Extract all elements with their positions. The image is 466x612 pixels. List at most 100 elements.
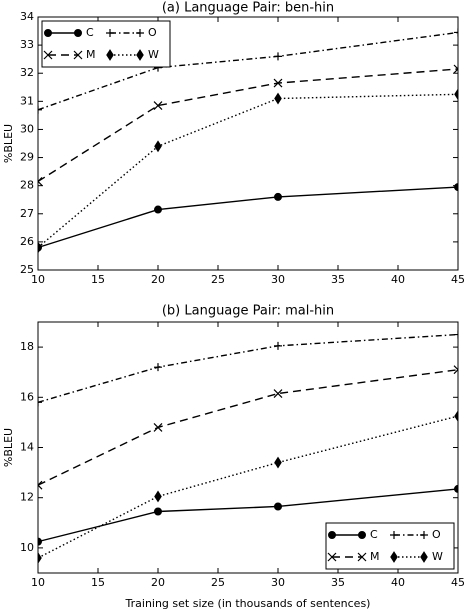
line [37,31,459,111]
marker [274,341,282,350]
y-tick-label: 33 [20,38,34,51]
x-tick-label: 40 [391,273,405,286]
y-tick-label: 26 [20,235,34,248]
marker [154,363,162,372]
marker [38,241,42,254]
markers [38,410,458,564]
legend-label: M [370,550,380,563]
marker [327,552,337,562]
marker [274,456,282,469]
line [37,488,459,543]
marker [420,531,428,539]
marker [136,29,144,37]
marker [420,551,428,563]
marker [106,49,114,61]
y-tick-label: 10 [20,541,34,554]
chart-title: (b) Language Pair: mal-hin [162,304,334,319]
y-tick-label: 16 [20,390,34,403]
y-tick-label: 28 [20,179,34,192]
x-tick-label: 10 [31,576,45,589]
marker [390,531,398,539]
chart-title: (a) Language Pair: ben-hin [162,1,334,16]
marker [106,29,114,37]
x-tick-label: 25 [211,273,225,286]
marker [274,92,282,105]
x-tick-label: 15 [91,576,105,589]
y-tick-label: 25 [20,263,34,276]
marker [274,52,282,61]
marker [454,410,458,423]
marker [38,537,42,546]
marker [274,502,282,511]
marker [454,28,458,37]
legend-label: O [148,26,157,39]
legend-label: W [432,550,443,563]
x-tick-label: 35 [331,576,345,589]
marker [38,552,42,564]
marker [454,484,458,493]
marker [38,177,43,186]
line [37,186,459,249]
markers [38,183,458,252]
x-tick-label: 40 [391,576,405,589]
marker [274,192,282,201]
legend-box [325,522,455,570]
line [37,93,459,249]
marker [44,29,52,37]
chart: (a) Language Pair: ben-hin %BLEU 10 15 20 25 3… [2,1,465,287]
x-tick-label: 20 [151,273,165,286]
marker [38,480,43,490]
marker [453,365,458,375]
marker [273,78,283,88]
legend-label: C [86,26,94,39]
line [37,68,459,183]
legend-label: M [86,48,96,61]
marker [357,552,367,562]
y-tick-label: 29 [20,151,34,164]
line [37,368,459,486]
marker [454,183,458,192]
y-tick-label: 34 [20,10,34,23]
y-axis-label: %BLEU [2,124,15,163]
x-tick-label: 30 [271,273,285,286]
markers [38,365,458,490]
x-tick-label: 15 [91,273,105,286]
marker [358,531,366,539]
x-tick-label: 45 [451,576,465,589]
marker [73,50,83,60]
markers [38,64,458,186]
y-tick-label: 12 [20,491,34,504]
y-tick-label: 18 [20,340,34,353]
y-axis-label: %BLEU [2,428,15,467]
marker [154,490,162,503]
marker [328,531,336,539]
marker [153,101,163,110]
marker [136,49,144,61]
marker [154,205,162,214]
y-tick-label: 32 [20,66,34,79]
marker [454,330,458,339]
y-tick-label: 14 [20,441,34,454]
markers [38,88,458,254]
plot-frame [37,16,459,271]
marker [38,398,42,407]
markers [38,484,458,546]
marker [154,507,162,516]
line [37,415,459,559]
markers [38,330,458,407]
x-tick-label: 45 [451,273,465,286]
x-tick-label: 35 [331,273,345,286]
x-tick-label: 10 [31,273,45,286]
y-tick-label: 27 [20,207,34,220]
marker [454,88,458,101]
y-tick-label: 31 [20,94,34,107]
legend-label: O [432,528,441,541]
x-tick-label: 30 [271,576,285,589]
chart: (b) Language Pair: mal-hin %BLEU Training … [2,304,465,611]
marker [154,140,162,153]
legend-box [41,20,171,68]
y-tick-label: 30 [20,122,34,135]
line [37,333,459,403]
